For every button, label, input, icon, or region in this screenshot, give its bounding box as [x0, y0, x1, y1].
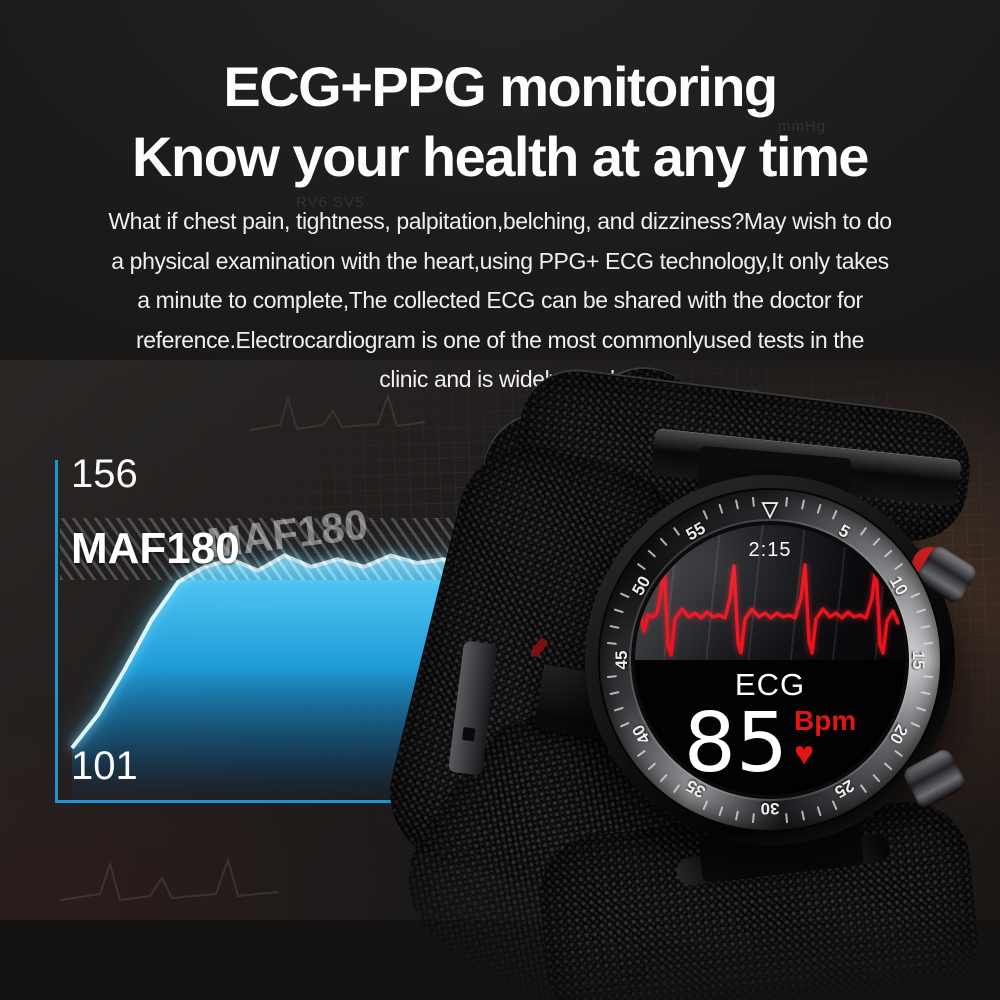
bezel-tick — [734, 810, 739, 821]
watch-screen: 2:15 ECG 85 Bpm ♥ — [635, 525, 905, 795]
bezel-tick — [718, 806, 724, 817]
body-copy-line: What if chest pain, tightness, palpitati… — [108, 208, 892, 234]
bezel-tick — [916, 608, 927, 614]
bezel-tick — [718, 503, 724, 514]
body-copy-line: a physical examination with the heart,us… — [111, 247, 889, 274]
bezel-tick — [613, 706, 624, 712]
bezel-tick — [916, 706, 927, 712]
bezel-tick — [613, 608, 624, 614]
ecg-waveform — [635, 563, 905, 657]
bezel-tick — [816, 503, 822, 514]
y-axis-max-label: 156 — [71, 452, 138, 496]
body-copy-line: a minute to complete,The collected ECG c… — [137, 287, 863, 313]
bpm-readout: 85 Bpm ♥ — [635, 703, 905, 785]
bezel-tick — [920, 624, 931, 629]
background-faint-label: RV6 SV5 — [296, 194, 365, 211]
bezel-tick — [734, 499, 739, 510]
title-line-1: ECG+PPG monitoring — [223, 55, 778, 118]
bezel-tick — [609, 624, 620, 629]
bezel-tick — [785, 496, 789, 507]
bpm-unit: Bpm — [794, 705, 857, 736]
bezel-tick — [609, 691, 620, 696]
body-copy: What if chest pain, tightness, palpitati… — [0, 202, 1000, 400]
maf180-zone-label: MAF180 — [71, 524, 240, 573]
y-axis-min-label: 101 — [71, 744, 138, 788]
ecg-waveform-plot — [635, 563, 905, 657]
bezel-number: 15 — [909, 650, 928, 670]
body-copy-line: reference.Electrocardiogram is one of th… — [136, 326, 864, 353]
bezel-triangle-marker-icon: ▽ — [761, 498, 779, 521]
bezel-number: 45 — [612, 650, 631, 670]
bezel-tick — [801, 810, 806, 821]
background-faint-label: mmHg — [778, 118, 827, 135]
bezel-tick — [920, 691, 931, 696]
title-line-2: Know your health at any time — [132, 125, 869, 188]
chart-y-axis — [55, 460, 58, 803]
bezel-tick — [801, 499, 806, 510]
header: ECG+PPG monitoring Know your health at a… — [0, 52, 1000, 400]
buckle-notch — [462, 726, 476, 742]
heart-icon: ♥ — [794, 735, 815, 773]
bpm-value: 85 — [683, 696, 789, 791]
bezel-number: 30 — [760, 799, 780, 818]
bezel-tick — [816, 806, 822, 817]
